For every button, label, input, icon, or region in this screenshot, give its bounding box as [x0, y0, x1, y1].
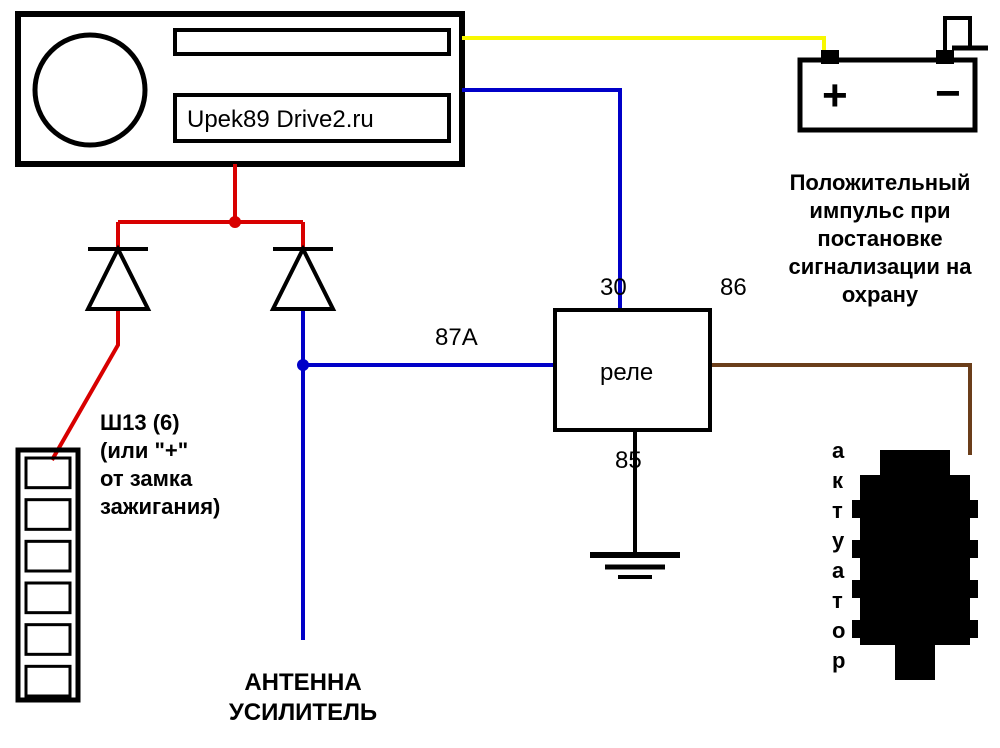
- ground-85: [590, 555, 680, 577]
- actuator-label: актуатор: [832, 438, 845, 673]
- svg-text:постановке: постановке: [817, 226, 942, 251]
- svg-text:т: т: [832, 588, 843, 613]
- wire-yellow-batt: [462, 38, 824, 50]
- svg-text:АНТЕННА: АНТЕННА: [244, 669, 361, 696]
- diode-right: [273, 249, 333, 309]
- relay: реле 30 87A 85 86: [435, 274, 747, 474]
- svg-text:от замка: от замка: [100, 466, 193, 491]
- svg-text:импульс при: импульс при: [809, 198, 950, 223]
- relay-pin-86: 86: [720, 274, 747, 301]
- svg-text:к: к: [832, 468, 844, 493]
- fuse-block: [18, 450, 78, 700]
- relay-pin-30: 30: [600, 274, 627, 301]
- actuator: [852, 450, 978, 680]
- svg-text:Положительный: Положительный: [790, 170, 971, 195]
- battery-note: Положительный импульс при постановке сигнал…: [788, 170, 972, 307]
- head-unit-display-text: Upek89 Drive2.ru: [187, 106, 374, 133]
- svg-text:о: о: [832, 618, 845, 643]
- node-blue-t: [297, 359, 309, 371]
- svg-text:сигнализации на: сигнализации на: [788, 254, 972, 279]
- diode-left: [88, 249, 148, 309]
- wire-blue-remote: [462, 90, 620, 310]
- svg-text:а: а: [832, 558, 845, 583]
- fuse-note: Ш13 (6) (или "+" от замка зажигания): [100, 410, 220, 519]
- svg-text:(или "+": (или "+": [100, 438, 188, 463]
- battery: + −: [800, 18, 988, 130]
- relay-pin-87a: 87A: [435, 324, 478, 351]
- head-unit: Upek89 Drive2.ru: [18, 14, 462, 164]
- svg-text:УСИЛИТЕЛЬ: УСИЛИТЕЛЬ: [229, 699, 377, 726]
- node-red-t: [229, 216, 241, 228]
- svg-text:у: у: [832, 528, 845, 553]
- relay-label: реле: [600, 359, 653, 386]
- svg-text:т: т: [832, 498, 843, 523]
- svg-text:р: р: [832, 648, 845, 673]
- svg-text:Ш13 (6): Ш13 (6): [100, 410, 180, 435]
- relay-pin-85: 85: [615, 447, 642, 474]
- battery-minus: −: [935, 69, 961, 118]
- wiring-diagram: Upek89 Drive2.ru + − реле 30 87A 85: [0, 0, 1000, 748]
- svg-text:охрану: охрану: [842, 282, 919, 307]
- antenna-label: АНТЕННА УСИЛИТЕЛЬ: [229, 669, 377, 726]
- svg-text:а: а: [832, 438, 845, 463]
- svg-text:зажигания): зажигания): [100, 494, 220, 519]
- battery-plus: +: [822, 71, 848, 120]
